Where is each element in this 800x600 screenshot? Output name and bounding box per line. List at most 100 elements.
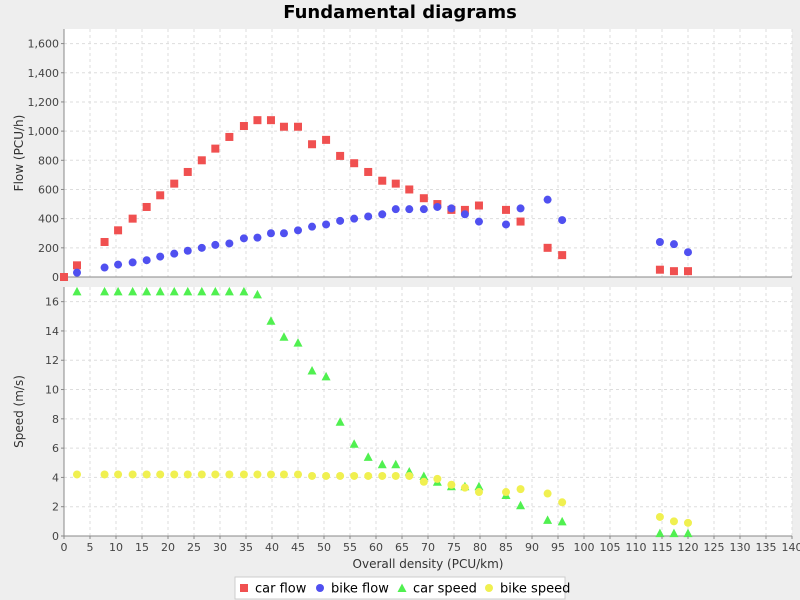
data-point: [73, 261, 81, 270]
data-point: [502, 205, 510, 214]
data-point: [142, 286, 152, 296]
data-point: [253, 470, 262, 479]
data-point: [669, 267, 678, 276]
y-tick-label: 8: [52, 413, 59, 426]
series-car-flow: [60, 116, 692, 281]
data-point: [516, 485, 525, 494]
data-point: [239, 234, 248, 243]
chart-legend: car flow bike flow car speed bike speed: [234, 576, 570, 600]
data-point: [114, 226, 123, 235]
data-point: [279, 229, 288, 238]
legend-marker: [316, 584, 324, 592]
panel-2: 0 2 4 6 8 10 12 14 16 Speed (m/s): [12, 286, 793, 543]
data-point: [128, 214, 137, 223]
data-point: [252, 289, 262, 299]
data-point: [128, 470, 137, 479]
data-point: [293, 338, 303, 347]
data-point: [684, 248, 692, 257]
data-point: [73, 268, 81, 277]
data-point: [321, 371, 331, 381]
data-point: [364, 212, 373, 221]
data-point: [655, 512, 664, 521]
data-point: [516, 204, 525, 213]
data-point: [156, 470, 165, 479]
data-point: [155, 286, 165, 296]
data-point: [197, 286, 207, 296]
y-tick-label: 600: [38, 183, 59, 196]
data-point: [557, 516, 567, 526]
x-tick-label: 130: [730, 541, 751, 554]
data-point: [335, 417, 345, 426]
data-point: [460, 205, 469, 214]
data-point: [239, 286, 249, 296]
data-point: [170, 179, 179, 188]
x-tick-label: 0: [61, 541, 68, 554]
data-point: [363, 452, 373, 461]
data-point: [211, 144, 220, 153]
data-point: [225, 239, 234, 248]
data-point: [460, 210, 469, 219]
data-point: [100, 286, 110, 296]
data-point: [336, 151, 345, 160]
data-point: [142, 256, 151, 265]
data-point: [156, 252, 165, 261]
data-point: [405, 185, 414, 194]
data-point: [543, 489, 552, 498]
x-tick-label: 105: [600, 541, 621, 554]
data-point: [294, 122, 302, 131]
data-point: [210, 286, 220, 296]
data-point: [279, 470, 288, 479]
data-point: [543, 243, 552, 252]
data-point: [391, 471, 400, 480]
data-point: [156, 191, 165, 200]
x-tick-label: 95: [551, 541, 565, 554]
y-tick-label: 6: [52, 442, 59, 455]
data-point: [447, 480, 456, 489]
x-tick-label: 45: [291, 541, 305, 554]
series-bike-flow: [73, 195, 692, 277]
data-point: [683, 528, 693, 538]
data-point: [558, 216, 567, 225]
y-tick-label: 400: [38, 213, 59, 226]
data-point: [183, 286, 193, 296]
legend-marker: [240, 584, 248, 592]
y-axis-label: Speed (m/s): [12, 375, 26, 448]
data-point: [684, 267, 692, 276]
y-tick-label: 1,000: [28, 125, 60, 138]
y-tick-label: 12: [45, 354, 59, 367]
data-point: [100, 237, 109, 246]
data-point: [378, 471, 387, 480]
x-tick-label: 35: [239, 541, 253, 554]
data-point: [474, 481, 484, 491]
y-axis-label: Flow (PCU/h): [12, 115, 26, 192]
plot-panels: 0 200 400 600 800 1,000 1,200 1,400 1,600 Flow (P…: [12, 29, 793, 543]
data-point: [197, 243, 206, 252]
x-tick-label: 10: [109, 541, 123, 554]
data-point: [60, 273, 68, 281]
y-tick-label: 200: [38, 242, 59, 255]
data-point: [419, 194, 428, 203]
data-point: [322, 471, 331, 480]
data-point: [322, 135, 331, 144]
data-point: [72, 286, 82, 296]
legend-label: bike flow: [331, 582, 389, 597]
x-tick-label: 50: [317, 541, 331, 554]
data-point: [419, 477, 428, 486]
y-tick-label: 10: [45, 384, 59, 397]
data-point: [225, 132, 234, 141]
x-tick-label: 80: [473, 541, 487, 554]
data-point: [474, 488, 483, 497]
data-point: [350, 159, 359, 168]
data-point: [391, 179, 400, 188]
data-point: [183, 167, 192, 176]
x-tick-label: 65: [395, 541, 409, 554]
series-bike-speed: [73, 470, 692, 527]
y-tick-label: 1,400: [28, 67, 60, 80]
data-point: [684, 518, 692, 527]
data-point: [543, 515, 553, 524]
data-point: [364, 471, 373, 480]
data-point: [100, 263, 109, 272]
data-point: [558, 251, 567, 260]
data-point: [307, 365, 317, 375]
